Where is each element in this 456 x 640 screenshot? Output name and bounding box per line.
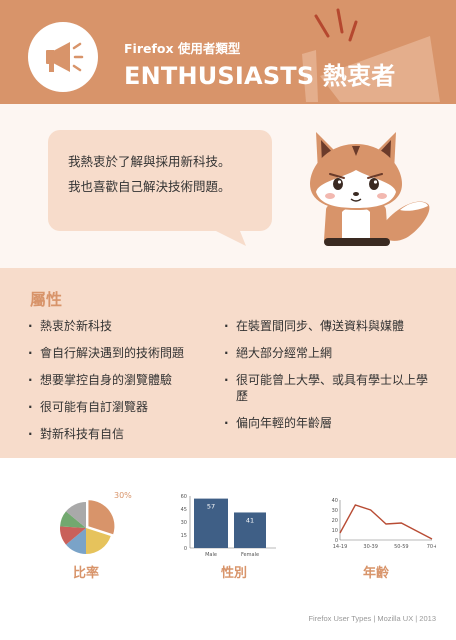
attributes-section: 屬性 熱衷於新科技 會自行解決遇到的技術問題 想要掌控自身的瀏覽體驗 很可能有自…	[0, 268, 456, 458]
megaphone-graphic-icon	[302, 8, 440, 102]
x-tick-label: 70+	[427, 544, 436, 550]
attribute-item: 很可能曾上大學、或具有學士以上學歷	[224, 372, 434, 404]
pie-slice	[60, 511, 86, 528]
age-line-chart: 0 10 20 30 40 14-19 30-39 50-59 70+	[332, 498, 436, 550]
gender-bar-chart: 0 15 30 45 60 57 Male 41 Female	[181, 494, 276, 558]
attribute-item: 在裝置間同步、傳送資料與媒體	[224, 318, 434, 334]
share-chart-label: 比率	[72, 566, 99, 581]
attributes-list-right: 在裝置間同步、傳送資料與媒體 絕大部分經常上網 很可能曾上大學、或具有學士以上學…	[224, 318, 434, 442]
speech-bubble-tail	[206, 226, 246, 246]
pie-slice	[65, 528, 86, 554]
fox-mascot-icon	[310, 132, 430, 246]
attribute-item: 絕大部分經常上網	[224, 345, 434, 361]
megaphone-icon	[46, 42, 84, 72]
attribute-item: 對新科技有自信	[28, 426, 228, 442]
x-tick-label: Male	[205, 552, 217, 558]
y-tick-label: 15	[181, 533, 187, 539]
y-tick-label: 45	[181, 507, 187, 513]
speech-bubble: 我熱衷於了解與採用新科技。 我也喜歡自己解決技術問題。	[48, 130, 272, 231]
quote-line-1: 我熱衷於了解與採用新科技。	[68, 154, 231, 169]
x-tick-label: 14-19	[333, 544, 348, 550]
y-tick-label: 30	[332, 508, 338, 514]
bar-value-label: 41	[246, 516, 254, 524]
stats-section: 30% 0 15 30 45 60 57 Male 41 Female 0 10 20 30 40 14-…	[0, 458, 456, 608]
bar-value-label: 57	[207, 503, 215, 511]
pie-slice	[60, 526, 86, 545]
bar	[194, 498, 228, 548]
x-tick-label: 30-39	[363, 544, 378, 550]
pie-slice-label: 30%	[114, 491, 132, 500]
logo-badge	[28, 22, 98, 92]
persona-title: ENTHUSIASTS 熱衷者	[124, 62, 396, 90]
attributes-list-left: 熱衷於新科技 會自行解決遇到的技術問題 想要掌控自身的瀏覽體驗 很可能有自訂瀏覽…	[28, 318, 228, 453]
y-tick-label: 0	[335, 538, 338, 544]
quote-section: 我熱衷於了解與採用新科技。 我也喜歡自己解決技術問題。	[0, 104, 456, 268]
attribute-item: 會自行解決遇到的技術問題	[28, 345, 228, 361]
x-tick-label: Female	[241, 552, 259, 558]
y-tick-label: 30	[181, 520, 187, 526]
pie-slice	[86, 528, 111, 554]
y-tick-label: 60	[181, 494, 187, 500]
persona-subtitle: Firefox 使用者類型	[124, 41, 241, 56]
bar	[234, 512, 266, 548]
attributes-heading: 屬性	[30, 290, 63, 309]
x-tick-label: 50-59	[394, 544, 409, 550]
footer-credit: Firefox User Types | Mozilla UX | 2013	[308, 614, 436, 623]
attribute-item: 偏向年輕的年齡層	[224, 415, 434, 431]
attribute-item: 熱衷於新科技	[28, 318, 228, 334]
quote-line-2: 我也喜歡自己解決技術問題。	[68, 179, 231, 194]
pie-slice	[88, 500, 115, 535]
age-series-line	[339, 504, 433, 540]
share-pie-chart: 30%	[60, 491, 132, 554]
attribute-item: 想要掌控自身的瀏覽體驗	[28, 372, 228, 388]
y-tick-label: 0	[184, 546, 187, 552]
age-chart-label: 年齡	[362, 566, 389, 581]
header-banner: Firefox 使用者類型 ENTHUSIASTS 熱衷者	[0, 0, 456, 104]
gender-chart-label: 性別	[220, 566, 247, 581]
y-tick-label: 10	[332, 528, 338, 534]
attribute-item: 很可能有自訂瀏覽器	[28, 399, 228, 415]
y-tick-label: 40	[332, 498, 338, 504]
pie-slice	[65, 502, 86, 528]
y-tick-label: 20	[332, 518, 338, 524]
